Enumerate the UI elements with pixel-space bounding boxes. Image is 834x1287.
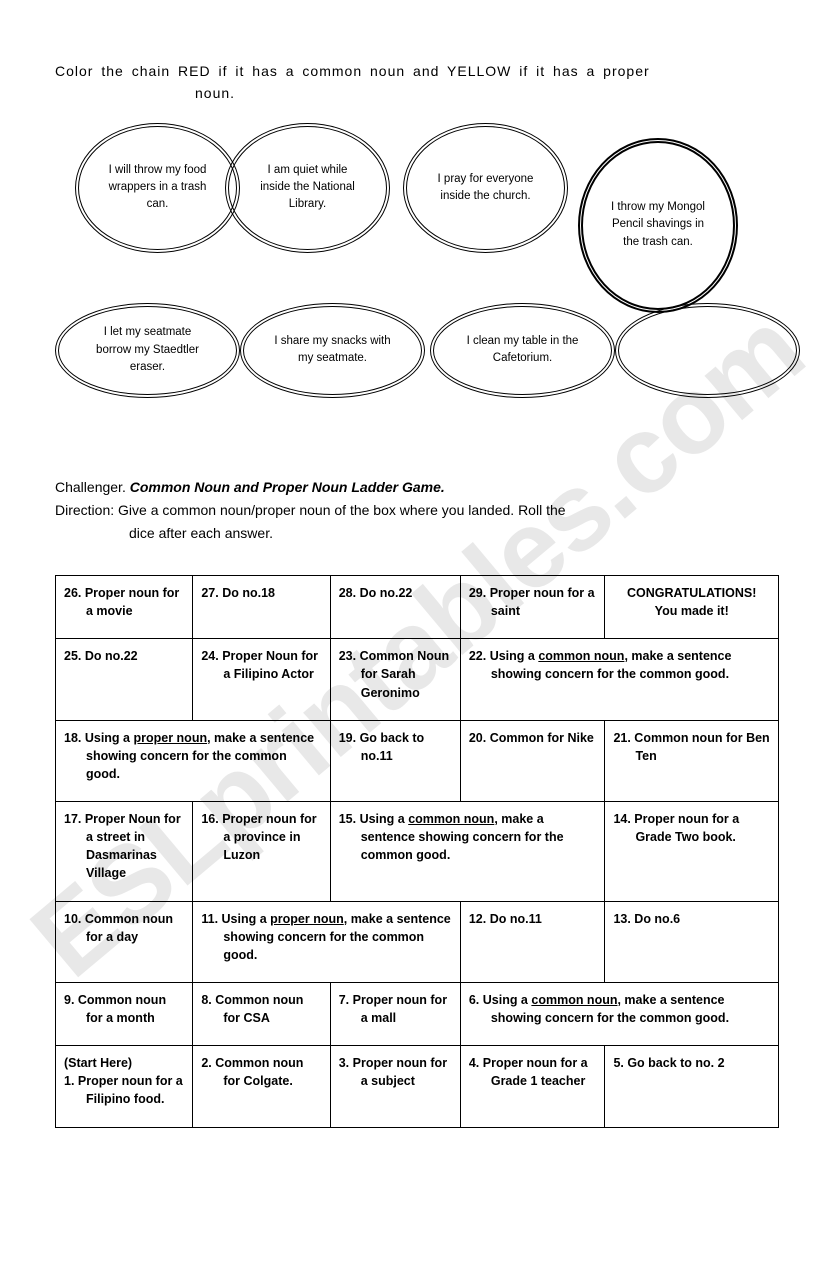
chain-link-1: I will throw my food wrappers in a trash… [75, 123, 240, 253]
cell-11: 11. Using a proper noun, make a sentence… [201, 910, 451, 964]
table-row: 17. Proper Noun for a street in Dasmarin… [56, 802, 779, 902]
cell-26: 26. Proper noun for a movie [64, 584, 184, 620]
congrats-1: CONGRATULATIONS! [627, 586, 756, 600]
cell-3: 3. Proper noun for a subject [339, 1054, 452, 1090]
cell-5: 5. Go back to no. 2 [613, 1054, 770, 1072]
direction-line2: dice after each answer. [55, 525, 273, 541]
cell-9: 9. Common noun for a month [64, 991, 184, 1027]
cell-28: 28. Do no.22 [339, 584, 452, 602]
cell-7: 7. Proper noun for a mall [339, 991, 452, 1027]
color-instructions: Color the chain RED if it has a common n… [55, 60, 779, 105]
cell-20: 20. Common for Nike [469, 729, 597, 747]
table-row: 25. Do no.22 24. Proper Noun for a Filip… [56, 639, 779, 720]
table-row: 10. Common noun for a day 11. Using a pr… [56, 901, 779, 982]
cell-21: 21. Common noun for Ben Ten [613, 729, 770, 765]
start-here: (Start Here) [64, 1054, 184, 1072]
cell-12: 12. Do no.11 [469, 910, 597, 928]
cell-10: 10. Common noun for a day [64, 910, 184, 946]
cell-18: 18. Using a proper noun, make a sentence… [64, 729, 322, 783]
chain-link-3: I pray for everyone inside the church. [403, 123, 568, 253]
cell-17: 17. Proper Noun for a street in Dasmarin… [64, 810, 184, 883]
instruction-line1: Color the chain RED if it has a common n… [55, 63, 650, 79]
table-row: 26. Proper noun for a movie 27. Do no.18… [56, 576, 779, 639]
cell-4: 4. Proper noun for a Grade 1 teacher [469, 1054, 597, 1090]
challenger-title: Common Noun and Proper Noun Ladder Game. [130, 479, 445, 495]
cell-congrats: CONGRATULATIONS! You made it! [605, 576, 779, 639]
cell-1: 1. Proper noun for a Filipino food. [64, 1072, 184, 1108]
cell-16: 16. Proper noun for a province in Luzon [201, 810, 321, 864]
cell-25: 25. Do no.22 [64, 647, 184, 665]
chain-link-5: I let my seatmate borrow my Staedtler er… [55, 303, 240, 398]
cell-19: 19. Go back to no.11 [339, 729, 452, 765]
challenger-label: Challenger. [55, 479, 126, 495]
chains-diagram: I will throw my food wrappers in a trash… [55, 123, 779, 468]
cell-1-start: (Start Here) 1. Proper noun for a Filipi… [56, 1046, 193, 1127]
cell-2: 2. Common noun for Colgate. [201, 1054, 321, 1090]
chain-link-2: I am quiet while inside the National Lib… [225, 123, 390, 253]
direction-line1: Give a common noun/proper noun of the bo… [118, 502, 566, 518]
table-row: (Start Here) 1. Proper noun for a Filipi… [56, 1046, 779, 1127]
table-row: 9. Common noun for a month 8. Common nou… [56, 982, 779, 1045]
chain-link-empty [615, 303, 800, 398]
cell-29: 29. Proper noun for a saint [469, 584, 597, 620]
cell-14: 14. Proper noun for a Grade Two book. [613, 810, 770, 846]
cell-13: 13. Do no.6 [613, 910, 770, 928]
ladder-game-table: 26. Proper noun for a movie 27. Do no.18… [55, 575, 779, 1128]
chain-link-7: I clean my table in the Cafetorium. [430, 303, 615, 398]
cell-6: 6. Using a common noun, make a sentence … [469, 991, 770, 1027]
cell-15: 15. Using a common noun, make a sentence… [339, 810, 597, 864]
chain-link-4: I throw my Mongol Pencil shavings in the… [578, 138, 738, 313]
instruction-line2: noun. [65, 82, 779, 104]
cell-27: 27. Do no.18 [201, 584, 321, 602]
congrats-2: You made it! [655, 604, 729, 618]
chain-link-6: I share my snacks with my seatmate. [240, 303, 425, 398]
table-row: 18. Using a proper noun, make a sentence… [56, 720, 779, 801]
cell-23: 23. Common Noun for Sarah Geronimo [339, 647, 452, 701]
cell-24: 24. Proper Noun for a Filipino Actor [201, 647, 321, 683]
cell-22: 22. Using a common noun, make a sentence… [469, 647, 770, 683]
direction-label: Direction: [55, 502, 114, 518]
challenger-section: Challenger. Common Noun and Proper Noun … [55, 476, 779, 545]
cell-8: 8. Common noun for CSA [201, 991, 321, 1027]
